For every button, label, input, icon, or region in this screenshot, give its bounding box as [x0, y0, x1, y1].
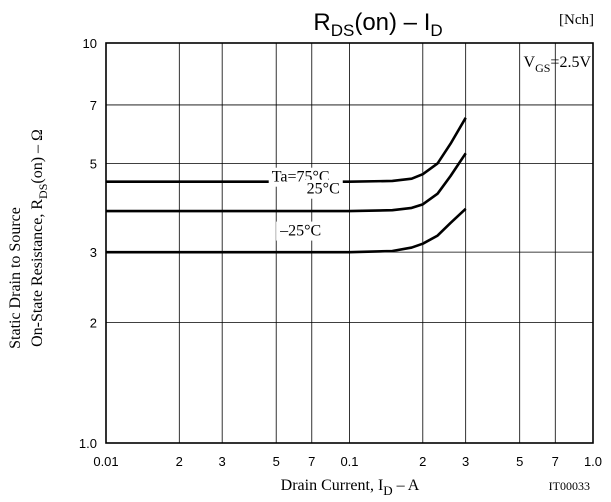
chart-title: RDS(on) – ID	[313, 9, 442, 40]
x-tick-label: 7	[308, 454, 315, 469]
x-tick-label: 2	[176, 454, 183, 469]
condition-label: VGS=2.5V	[524, 54, 592, 75]
series-label: –25°C	[279, 223, 321, 240]
x-axis-label: Drain Current, ID – A	[281, 477, 420, 498]
y-tick-label: 10	[83, 36, 97, 51]
y-tick-label: 2	[90, 316, 97, 331]
channel-tag: [Nch]	[559, 12, 594, 28]
x-tick-label: 5	[273, 454, 280, 469]
grid	[105, 42, 594, 444]
x-tick-label: 1.0	[584, 454, 602, 469]
tick-labels: 0.01 2 3 5 7 0.1 2 3 5 7 1.0 1.0 2 3 5 7 10	[79, 36, 602, 469]
x-tick-label: 3	[462, 454, 469, 469]
x-tick-label: 5	[516, 454, 523, 469]
x-tick-label: 3	[219, 454, 226, 469]
series-label-bg	[276, 221, 325, 241]
y-tick-label: 7	[90, 98, 97, 113]
y-axis-label-line2: On-State Resistance, RDS(on) – Ω	[29, 129, 50, 347]
figure-code: IT00033	[549, 479, 590, 493]
x-tick-label: 0.1	[340, 454, 358, 469]
series-label: 25°C	[307, 181, 340, 198]
y-axis-label-line1: Static Drain to Source	[7, 207, 24, 349]
series-label-bg	[303, 179, 343, 199]
plot-frame	[105, 42, 594, 444]
x-tick-label: 2	[419, 454, 426, 469]
y-tick-label: 1.0	[79, 436, 97, 451]
curves: Ta=75°C25°C–25°C	[106, 117, 467, 254]
y-tick-label: 3	[90, 245, 97, 260]
series-line	[106, 152, 467, 213]
series-line	[106, 207, 467, 254]
x-tick-label: 0.01	[93, 454, 118, 469]
y-tick-label: 5	[90, 156, 97, 171]
x-tick-label: 7	[552, 454, 559, 469]
